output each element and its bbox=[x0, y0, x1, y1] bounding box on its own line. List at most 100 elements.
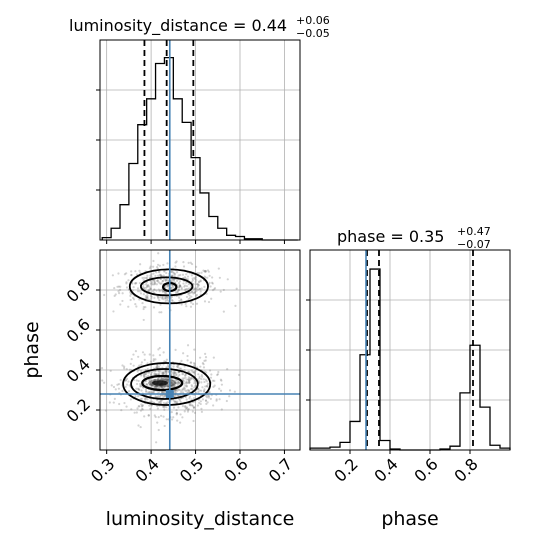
sample-point bbox=[158, 264, 161, 267]
sample-point bbox=[155, 266, 159, 269]
sample-point bbox=[204, 270, 207, 273]
sample-point bbox=[202, 378, 205, 381]
sample-point bbox=[179, 298, 183, 301]
sample-point bbox=[144, 286, 148, 289]
sample-point bbox=[173, 371, 176, 375]
sample-point bbox=[144, 297, 147, 300]
sample-point bbox=[127, 279, 130, 282]
sample-point bbox=[207, 394, 211, 398]
sample-point bbox=[191, 377, 194, 380]
sample-point bbox=[153, 296, 156, 299]
truth-marker bbox=[165, 390, 174, 398]
sample-point bbox=[211, 379, 215, 382]
sample-point bbox=[153, 281, 157, 284]
sample-point bbox=[157, 391, 160, 394]
sample-point bbox=[157, 274, 160, 277]
sample-point bbox=[211, 281, 214, 284]
sample-point bbox=[176, 381, 179, 384]
sample-point bbox=[173, 384, 176, 387]
sample-point bbox=[200, 287, 203, 290]
sample-point bbox=[159, 401, 162, 404]
sample-point bbox=[184, 284, 187, 287]
sample-point bbox=[171, 285, 174, 289]
sample-point bbox=[206, 384, 209, 387]
sample-point bbox=[177, 286, 181, 289]
sample-point bbox=[158, 372, 161, 375]
sample-point bbox=[104, 409, 108, 412]
sample-point bbox=[162, 377, 165, 381]
sample-point bbox=[195, 294, 198, 297]
sample-point bbox=[166, 285, 169, 288]
sample-point bbox=[186, 410, 190, 413]
sample-point bbox=[139, 263, 142, 266]
sample-point bbox=[149, 407, 152, 410]
sample-point bbox=[174, 379, 177, 382]
sample-point bbox=[140, 397, 143, 400]
sample-point bbox=[142, 318, 145, 322]
sample-point bbox=[142, 307, 145, 311]
sample-point bbox=[130, 273, 133, 277]
sample-point bbox=[219, 290, 222, 293]
sample-point bbox=[193, 291, 196, 294]
sample-point bbox=[170, 283, 174, 287]
sample-point bbox=[189, 261, 192, 264]
sample-point bbox=[154, 415, 157, 419]
sample-point bbox=[198, 280, 201, 283]
sample-point bbox=[189, 404, 192, 407]
sample-point bbox=[183, 374, 187, 377]
sample-point bbox=[183, 288, 187, 291]
sample-point bbox=[205, 402, 208, 405]
sample-point bbox=[132, 298, 136, 301]
sample-point bbox=[159, 289, 162, 292]
sample-point bbox=[164, 369, 167, 372]
sample-point bbox=[185, 390, 188, 393]
sample-point bbox=[183, 365, 186, 368]
sample-point bbox=[141, 404, 144, 407]
sample-point bbox=[160, 282, 163, 285]
sample-point bbox=[166, 297, 169, 300]
sample-point bbox=[117, 387, 121, 390]
sample-point bbox=[111, 274, 114, 277]
sample-point bbox=[174, 400, 177, 403]
sample-point bbox=[173, 381, 176, 385]
sample-point bbox=[178, 399, 181, 402]
sample-point bbox=[188, 376, 191, 380]
sample-point bbox=[151, 385, 154, 388]
sample-point bbox=[112, 310, 115, 313]
sample-point bbox=[166, 262, 169, 265]
sample-point bbox=[125, 282, 128, 285]
sample-point bbox=[119, 303, 122, 306]
sample-point bbox=[167, 377, 170, 380]
sample-point bbox=[156, 278, 159, 282]
sample-point bbox=[140, 374, 143, 377]
sample-point bbox=[188, 380, 191, 384]
sample-point bbox=[145, 390, 148, 394]
sample-point bbox=[125, 377, 129, 380]
sample-point bbox=[170, 363, 173, 366]
marginal-luminosity-distance-panel bbox=[96, 39, 301, 244]
sample-point bbox=[152, 288, 156, 291]
sample-point bbox=[184, 289, 187, 292]
sample-point bbox=[137, 379, 140, 383]
sample-point bbox=[180, 286, 183, 289]
sample-point bbox=[155, 385, 158, 388]
marginal-luminosity-distance-title: luminosity_distance = 0.44 bbox=[69, 16, 287, 36]
x-tick-label: 0.4 bbox=[132, 454, 163, 485]
sample-point bbox=[189, 377, 193, 380]
sample-point bbox=[163, 394, 167, 397]
sample-point bbox=[193, 276, 196, 279]
sample-point bbox=[165, 271, 168, 275]
sample-point bbox=[154, 386, 157, 389]
sample-point bbox=[192, 396, 196, 400]
sample-point bbox=[204, 270, 207, 273]
sample-point bbox=[142, 306, 145, 309]
sample-point bbox=[138, 405, 141, 408]
sample-point bbox=[163, 391, 166, 394]
sample-point bbox=[171, 278, 174, 281]
sample-point bbox=[131, 296, 135, 300]
sample-point bbox=[181, 416, 184, 419]
sample-point bbox=[143, 353, 146, 356]
sample-point bbox=[197, 281, 201, 284]
sample-point bbox=[141, 301, 144, 305]
